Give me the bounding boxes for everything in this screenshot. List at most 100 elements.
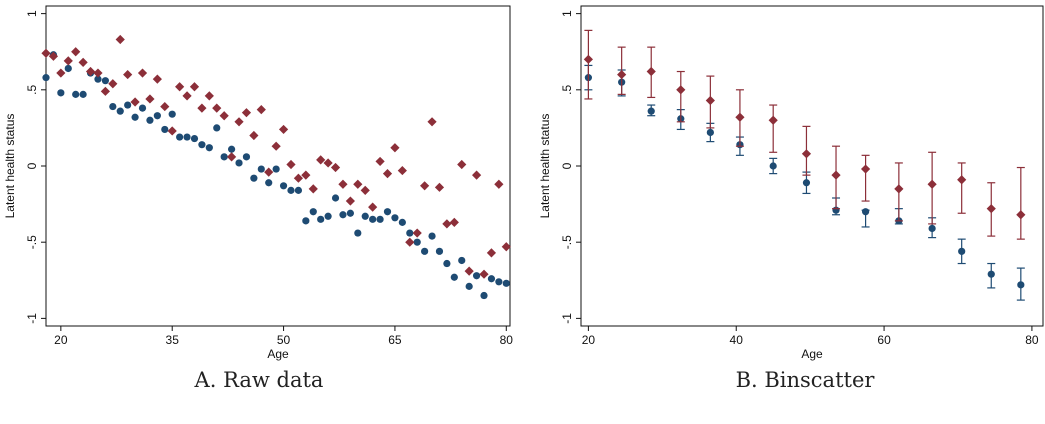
data-point — [243, 153, 250, 160]
x-tick-label: 20 — [582, 333, 596, 347]
data-point — [93, 68, 102, 77]
data-point — [442, 219, 451, 228]
data-point — [205, 91, 214, 100]
data-point — [390, 143, 399, 152]
data-point — [802, 149, 811, 158]
data-point — [414, 239, 421, 246]
x-tick-label: 65 — [388, 333, 402, 347]
data-point — [273, 165, 280, 172]
data-point — [443, 260, 450, 267]
data-point — [398, 166, 407, 175]
y-tick-label: 0 — [25, 162, 39, 169]
y-tick-label: -1 — [560, 313, 574, 324]
data-point — [928, 180, 937, 189]
data-point — [80, 91, 87, 98]
data-point — [405, 238, 414, 247]
x-tick-label: 80 — [500, 333, 514, 347]
data-point — [249, 131, 258, 140]
data-point — [436, 248, 443, 255]
data-point — [862, 208, 869, 215]
data-point — [347, 210, 354, 217]
data-point — [153, 75, 162, 84]
data-point — [57, 89, 64, 96]
data-point — [131, 114, 138, 121]
data-point — [987, 204, 996, 213]
data-point — [295, 187, 302, 194]
data-point — [182, 91, 191, 100]
data-point — [183, 133, 190, 140]
data-point — [769, 116, 778, 125]
panel-binscatter: 20 40 60 80-1-.50.51AgeLatent health status — [538, 6, 1043, 361]
panel-a-caption: A. Raw data — [194, 368, 324, 392]
data-point — [707, 129, 714, 136]
data-point — [339, 211, 346, 218]
data-point — [161, 126, 168, 133]
data-point — [212, 103, 221, 112]
data-point — [213, 124, 220, 131]
data-point — [488, 275, 495, 282]
data-point — [146, 117, 153, 124]
data-point — [428, 232, 435, 239]
data-point — [473, 272, 480, 279]
data-point — [706, 96, 715, 105]
data-point — [831, 171, 840, 180]
data-point — [71, 47, 80, 56]
data-point — [117, 108, 124, 115]
y-tick-label: .5 — [560, 84, 574, 94]
data-point — [175, 82, 184, 91]
data-point — [472, 171, 481, 180]
series-1 — [584, 65, 1024, 300]
data-point — [227, 152, 236, 161]
data-point — [279, 125, 288, 134]
data-point — [325, 213, 332, 220]
data-point — [287, 187, 294, 194]
x-tick-label: 60 — [877, 333, 891, 347]
data-point — [139, 104, 146, 111]
data-point — [145, 94, 154, 103]
data-point — [42, 74, 49, 81]
data-point — [406, 229, 413, 236]
data-point — [466, 283, 473, 290]
x-tick-label: 20 — [54, 333, 68, 347]
data-point — [958, 248, 965, 255]
data-point — [391, 214, 398, 221]
x-tick-label: 50 — [277, 333, 291, 347]
data-point — [361, 186, 370, 195]
data-point — [154, 112, 161, 119]
data-point — [190, 82, 199, 91]
data-point — [242, 108, 251, 117]
data-point — [123, 70, 132, 79]
y-tick-label: 1 — [560, 10, 574, 17]
data-point — [130, 97, 139, 106]
data-point — [480, 292, 487, 299]
data-point — [257, 105, 266, 114]
series-2 — [584, 30, 1026, 239]
data-point — [310, 208, 317, 215]
data-point — [228, 146, 235, 153]
data-point — [465, 267, 474, 276]
data-point — [487, 248, 496, 257]
data-point — [169, 111, 176, 118]
data-point — [65, 65, 72, 72]
data-point — [420, 181, 429, 190]
data-point — [302, 217, 309, 224]
data-point — [894, 184, 903, 193]
x-axis-label: Age — [801, 347, 823, 361]
y-axis-label: Latent health status — [538, 114, 552, 219]
data-point — [138, 68, 147, 77]
data-point — [770, 162, 777, 169]
data-point — [168, 126, 177, 135]
data-point — [72, 91, 79, 98]
data-point — [376, 216, 383, 223]
data-point — [197, 103, 206, 112]
x-tick-label: 35 — [166, 333, 180, 347]
data-point — [235, 159, 242, 166]
data-point — [617, 70, 626, 79]
data-point — [495, 278, 502, 285]
plot-frame — [581, 6, 1043, 326]
data-point — [353, 180, 362, 189]
data-point — [221, 153, 228, 160]
x-tick-label: 40 — [730, 333, 744, 347]
y-axis-label: Latent health status — [3, 114, 17, 219]
data-point — [435, 183, 444, 192]
